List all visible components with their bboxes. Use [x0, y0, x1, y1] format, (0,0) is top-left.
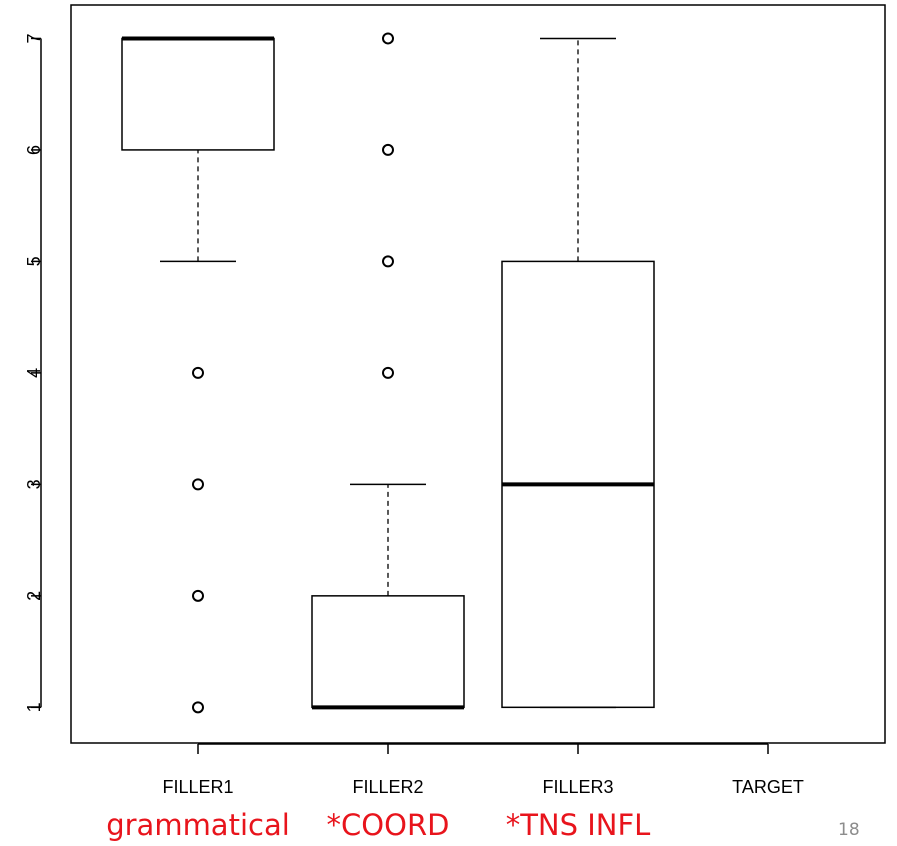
plot-frame [70, 4, 886, 744]
x-tick-label: FILLER2 [352, 777, 423, 797]
boxes [121, 32, 655, 714]
box-filler2 [311, 32, 465, 710]
x-tick-label: TARGET [732, 777, 804, 797]
box-filler3 [501, 37, 655, 709]
outlier-point [382, 366, 394, 379]
condition-label-filler3: *TNS INFL [505, 808, 651, 842]
outlier-point [382, 32, 394, 45]
outlier-point [382, 143, 394, 156]
y-tick-label: 6 [24, 145, 44, 155]
outlier-point [382, 255, 394, 268]
y-tick-label: 7 [24, 33, 44, 43]
outlier-point [192, 366, 204, 379]
condition-label-filler1: grammatical [106, 808, 290, 842]
x-tick-label: FILLER1 [162, 777, 233, 797]
box-iqr [311, 595, 465, 709]
y-tick-label: 1 [24, 702, 44, 712]
y-tick-label: 4 [24, 368, 44, 378]
box-iqr [121, 37, 275, 151]
y-tick-label: 3 [24, 479, 44, 489]
outlier-point [192, 589, 204, 602]
x-axis: FILLER1 FILLER2 FILLER3 TARGET [162, 743, 804, 797]
y-axis: 1 2 3 4 5 6 7 [24, 33, 44, 712]
y-tick-label: 5 [24, 256, 44, 266]
outlier-point [192, 701, 204, 714]
box-filler1 [121, 36, 275, 714]
slide-number: 18 [838, 820, 860, 840]
x-tick-label: FILLER3 [542, 777, 613, 797]
condition-label-filler2: *COORD [326, 808, 450, 842]
y-tick-label: 2 [24, 591, 44, 601]
outlier-point [192, 478, 204, 491]
